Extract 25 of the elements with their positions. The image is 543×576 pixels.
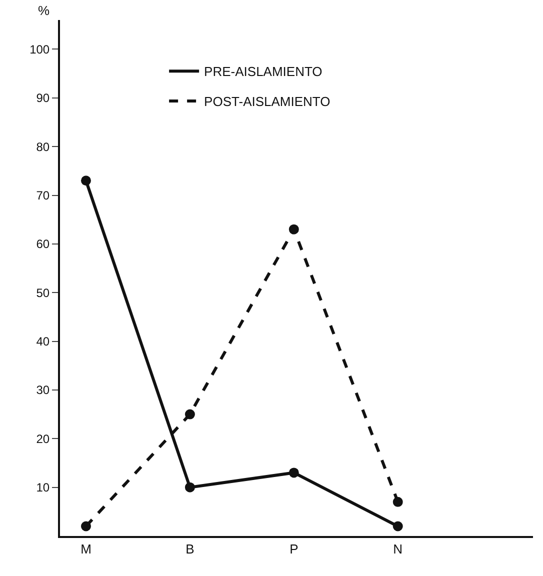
x-tick-label: B — [186, 542, 194, 557]
y-tick-label: 10 — [36, 480, 50, 495]
point — [288, 468, 299, 478]
y-tick-label: 100 — [30, 42, 50, 56]
point — [392, 521, 403, 532]
y-axis-title: % — [38, 3, 50, 18]
x-tick-label: P — [290, 542, 298, 557]
x-tick-label: N — [393, 542, 403, 557]
y-tick-label: 20 — [36, 432, 50, 446]
point — [80, 521, 91, 532]
point — [392, 496, 403, 507]
y-tick-label: 60 — [36, 237, 50, 252]
point — [80, 176, 91, 186]
legend-label: PRE-AISLAMIENTO — [204, 64, 322, 80]
y-tick-label: 80 — [36, 140, 50, 154]
y-tick-label: 50 — [36, 286, 50, 300]
y-tick-label: 30 — [36, 383, 50, 398]
point — [184, 409, 195, 420]
point — [288, 224, 299, 234]
point — [184, 482, 195, 492]
y-tick-label: 40 — [36, 334, 50, 348]
legend-label: POST-AISLAMIENTO — [204, 94, 330, 110]
y-tick-label: 70 — [36, 188, 50, 202]
y-tick-label: 90 — [36, 91, 50, 106]
x-tick-label: M — [80, 542, 92, 557]
